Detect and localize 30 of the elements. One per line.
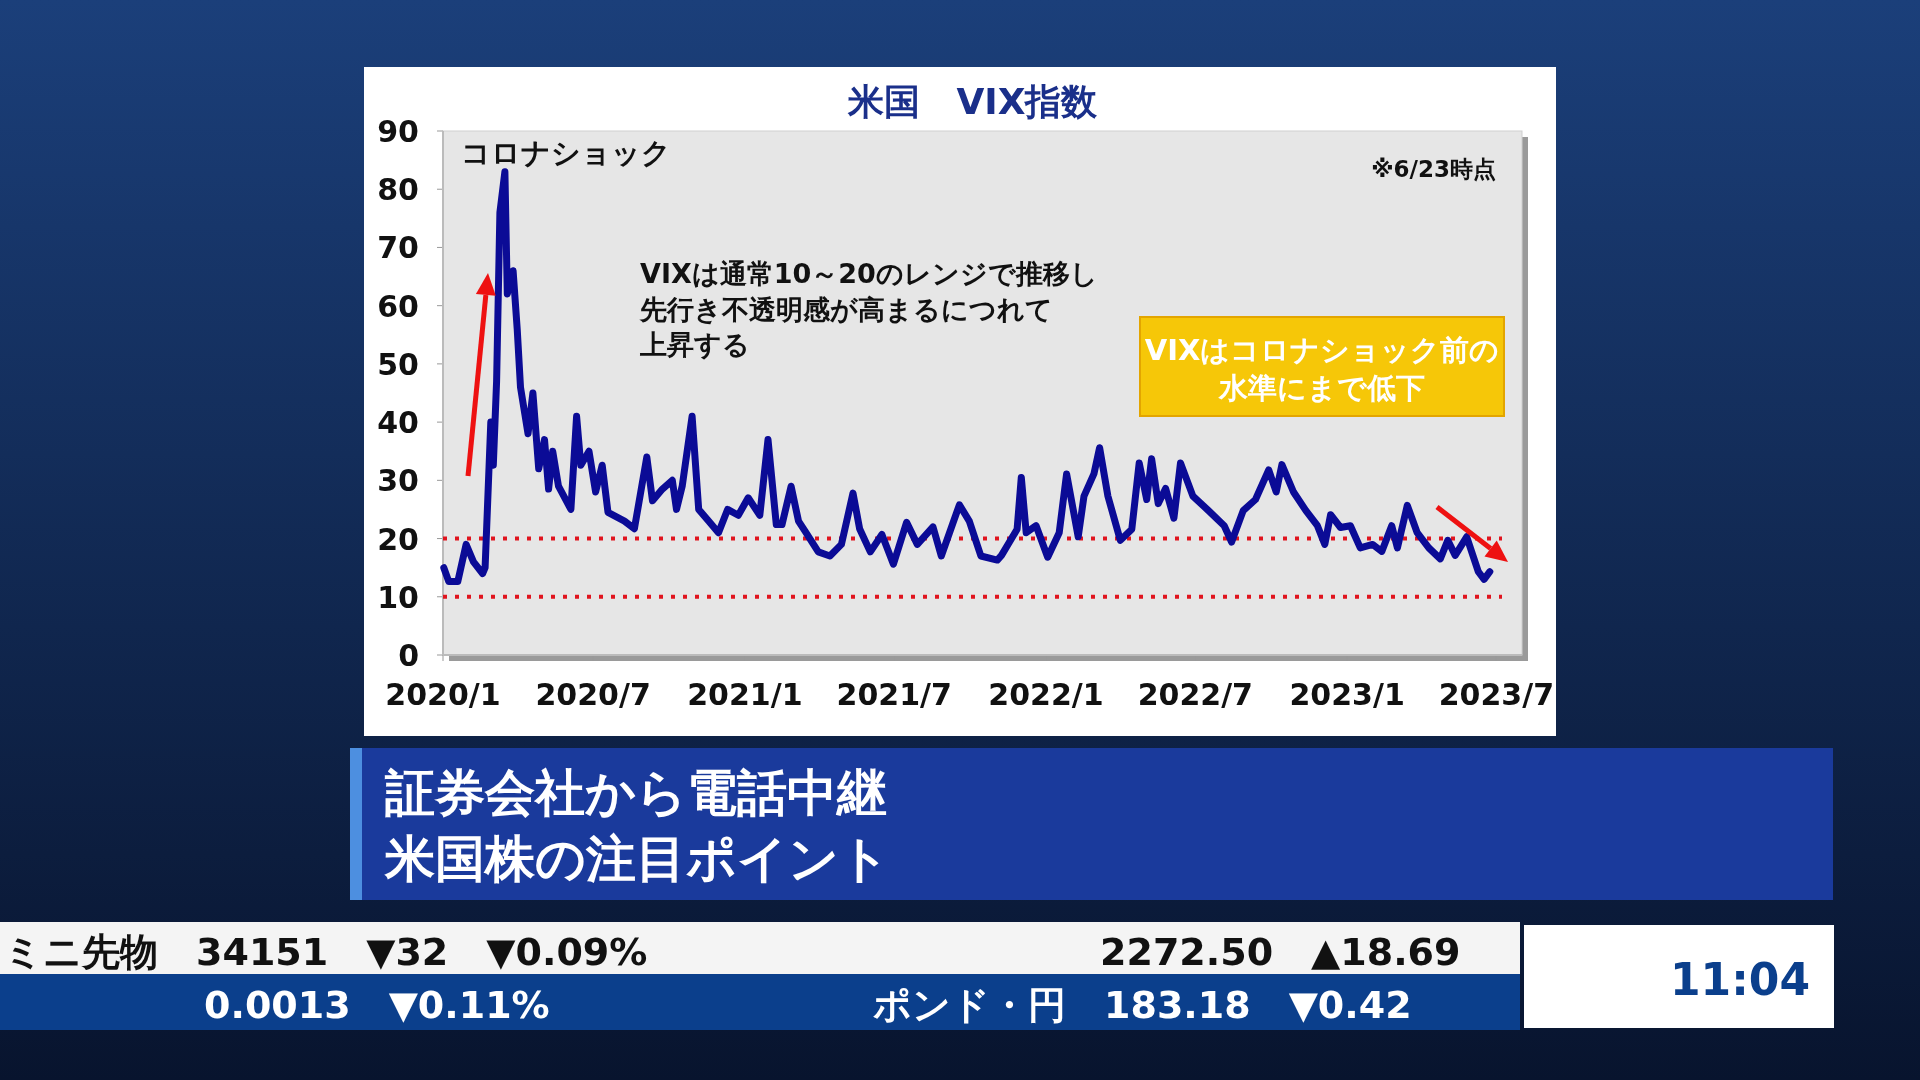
- annotation: VIXは通常10～20のレンジで推移し先行き不透明感が高まるにつれて上昇する: [639, 258, 1098, 361]
- y-tick-label: 50: [377, 346, 419, 382]
- text: 11:04: [1669, 954, 1811, 1005]
- x-tick-label: 2023/7: [1438, 677, 1555, 712]
- y-tick-label: 70: [377, 230, 419, 266]
- y-tick-label: 30: [377, 463, 419, 499]
- text: 0.0013 ▼0.11%: [204, 983, 550, 1027]
- y-tick-label: 20: [377, 521, 419, 557]
- x-tick-label: 2021/1: [687, 677, 803, 712]
- y-tick-label: 80: [377, 172, 419, 208]
- x-tick-label: 2022/1: [988, 677, 1104, 712]
- text: ミニ先物 34151 ▼32 ▼0.09%: [4, 930, 648, 974]
- y-tick-label: 10: [377, 579, 419, 615]
- x-tick-label: 2022/7: [1137, 677, 1253, 712]
- annotation: ※6/23時点: [1371, 156, 1496, 182]
- x-tick-label: 2023/1: [1289, 677, 1405, 712]
- x-tick-label: 2021/7: [836, 677, 952, 712]
- annotation: コロナショック: [461, 136, 671, 170]
- text: ポンド・円 183.18 ▼0.42: [873, 983, 1412, 1027]
- text: 米国株の注目ポイント: [384, 830, 890, 888]
- chart-title: 米国 VIX指数: [847, 81, 1099, 122]
- y-tick-label: 40: [377, 405, 419, 441]
- text: 証券会社から電話中継: [384, 764, 887, 822]
- text: 2272.50 ▲18.69: [1100, 930, 1461, 974]
- y-tick-label: 90: [377, 114, 419, 149]
- y-tick-label: 0: [398, 638, 419, 673]
- x-tick-label: 2020/1: [385, 677, 501, 712]
- x-tick-label: 2020/7: [535, 677, 651, 712]
- y-tick-label: 60: [377, 288, 419, 324]
- annotation: VIXはコロナショック前の水準にまで低下: [1144, 333, 1500, 405]
